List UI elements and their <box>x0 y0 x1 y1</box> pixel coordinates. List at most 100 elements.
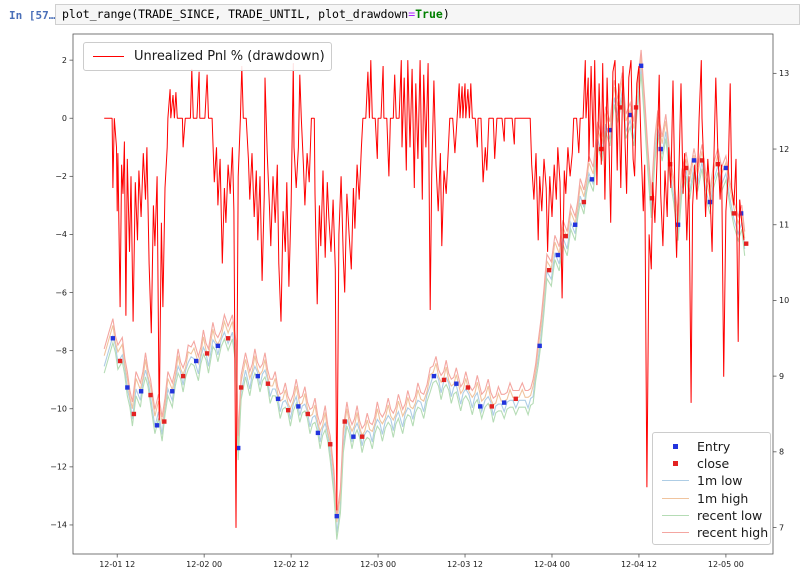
close-marker <box>489 404 495 409</box>
entry-marker <box>275 396 281 402</box>
close-marker <box>117 358 123 364</box>
entry-marker <box>691 158 697 163</box>
entry-marker <box>723 165 729 171</box>
y-right-tick-label: 7 <box>779 523 784 532</box>
entry-marker <box>154 423 160 428</box>
close-marker <box>162 419 167 424</box>
legend-marker-swatch <box>662 461 689 467</box>
legend-drawdown: Unrealized Pnl % (drawdown) <box>83 42 332 71</box>
x-tick-label: 12-05 00 <box>708 560 744 569</box>
y-left-tick-label: −12 <box>50 463 67 472</box>
series-recent-low <box>103 74 746 540</box>
y-left-tick-label: −4 <box>55 230 67 239</box>
entry-marker <box>351 434 356 439</box>
legend-item-label: 1m low <box>697 473 743 489</box>
legend-item-label: recent high <box>697 525 769 541</box>
code-text: plot_range(TRADE_SINCE, TRADE_UNTIL, plo… <box>56 5 799 24</box>
code-cell[interactable]: plot_range(TRADE_SINCE, TRADE_UNTIL, plo… <box>55 4 800 25</box>
close-marker <box>286 407 291 413</box>
entry-marker <box>478 404 483 409</box>
close-marker <box>238 385 244 390</box>
legend-item-recent-low: recent low <box>653 507 770 524</box>
y-left-tick-label: −8 <box>55 346 67 355</box>
entry-marker <box>193 358 199 364</box>
legend-item-label: 1m high <box>697 490 749 506</box>
entry-marker <box>315 430 321 436</box>
legend-item-entry: Entry <box>653 438 770 455</box>
entry-marker <box>501 400 507 405</box>
legend-item-label: close <box>697 456 730 472</box>
legend-item-label: recent low <box>697 507 763 523</box>
code-token: = <box>408 7 416 21</box>
entry-marker <box>572 222 578 227</box>
y-left-tick-label: −10 <box>50 405 67 414</box>
legend-series: Entry close 1m low 1m high recent low recent … <box>652 432 771 545</box>
legend-item-recent-high: recent high <box>653 524 770 541</box>
legend-line-swatch <box>662 532 689 534</box>
legend-item-1m-high: 1m high <box>653 490 770 507</box>
y-right-tick-label: 13 <box>779 69 789 78</box>
x-tick-label: 12-04 12 <box>621 560 657 569</box>
cell-execution-prompt: In [57… <box>9 9 56 22</box>
legend-item-label: Entry <box>697 439 731 455</box>
y-left-tick-label: 0 <box>62 114 67 123</box>
close-marker <box>328 442 333 447</box>
y-left-tick-label: −6 <box>55 288 67 297</box>
close-marker <box>667 161 673 167</box>
drawdown-line-sample <box>93 56 124 57</box>
y-right-tick-label: 12 <box>779 145 789 154</box>
legend-item-1m-low: 1m low <box>653 472 770 489</box>
close-marker <box>617 105 623 110</box>
legend-item-close: close <box>653 455 770 472</box>
close-marker <box>225 336 231 341</box>
entry-marker <box>215 343 221 349</box>
entry-marker <box>431 373 437 379</box>
entry-marker <box>675 222 681 227</box>
close-marker <box>563 233 568 239</box>
close-marker <box>743 241 749 246</box>
close-marker <box>359 434 365 439</box>
close-marker <box>699 158 705 163</box>
close-marker <box>305 411 310 417</box>
entry-marker <box>454 381 459 386</box>
legend-line-swatch <box>662 497 689 499</box>
legend-line-swatch <box>662 514 689 516</box>
close-marker <box>342 419 347 424</box>
y-right-tick-label: 10 <box>779 296 789 305</box>
y-left-tick-label: −14 <box>50 521 67 530</box>
entry-marker <box>589 177 595 182</box>
entry-marker <box>125 385 130 390</box>
entry-marker <box>334 513 339 519</box>
code-token: plot_range(TRADE_SINCE, TRADE_UNTIL, plo… <box>62 7 409 21</box>
entry-marker <box>638 63 644 68</box>
close-marker <box>465 385 471 390</box>
close-marker <box>513 396 518 402</box>
code-token: ) <box>442 7 450 21</box>
series-1m-low <box>103 67 746 533</box>
drawdown-legend-label: Unrealized Pnl % (drawdown) <box>134 49 325 64</box>
x-tick-label: 12-02 12 <box>273 560 309 569</box>
entry-marker <box>628 112 633 118</box>
y-right-tick-label: 11 <box>779 221 789 230</box>
drawdown-line <box>104 60 745 528</box>
x-tick-label: 12-03 12 <box>447 560 483 569</box>
entry-marker <box>658 146 663 152</box>
close-marker <box>441 377 447 383</box>
y-right-tick-label: 9 <box>779 372 784 381</box>
entry-marker <box>138 389 144 394</box>
legend-line-swatch <box>662 480 689 482</box>
y-left-tick-label: 2 <box>62 56 67 65</box>
y-left-tick-label: −2 <box>55 172 67 181</box>
code-token: True <box>415 7 443 21</box>
x-tick-label: 12-01 12 <box>99 560 135 569</box>
entry-marker <box>537 343 542 349</box>
entry-marker <box>555 252 560 258</box>
close-marker <box>581 199 587 205</box>
entry-marker <box>110 336 116 341</box>
entry-marker <box>236 445 241 451</box>
close-marker <box>265 381 271 386</box>
entry-marker <box>607 127 613 133</box>
legend-marker-swatch <box>662 444 689 450</box>
entry-marker <box>170 389 175 394</box>
